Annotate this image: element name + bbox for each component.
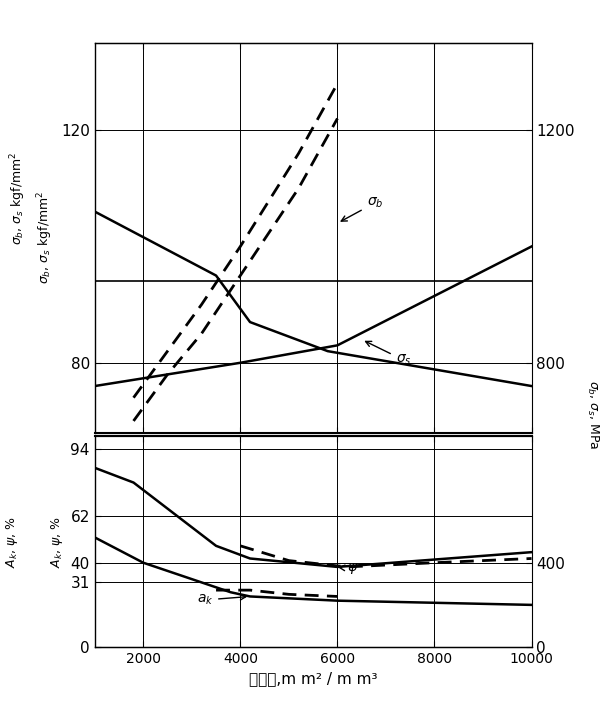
Y-axis label: $\sigma_b$, $\sigma_s$ kgf/mm$^2$: $\sigma_b$, $\sigma_s$ kgf/mm$^2$ (36, 191, 56, 285)
X-axis label: 相界面,m m² / m m³: 相界面,m m² / m m³ (249, 671, 378, 686)
Text: $\psi$: $\psi$ (339, 561, 359, 576)
Text: $\sigma_s$: $\sigma_s$ (365, 341, 411, 368)
Text: $\sigma_b$, $\sigma_s$ kgf/mm$^2$: $\sigma_b$, $\sigma_s$ kgf/mm$^2$ (9, 152, 28, 245)
Text: $\sigma_b$: $\sigma_b$ (341, 196, 383, 221)
Text: $\sigma_b$, $\sigma_s$, MPa: $\sigma_b$, $\sigma_s$, MPa (585, 380, 600, 450)
Text: $a_k$: $a_k$ (197, 593, 246, 607)
Y-axis label: $A_k$, $\psi$, %: $A_k$, $\psi$, % (49, 516, 65, 568)
Text: $A_k$, $\psi$, %: $A_k$, $\psi$, % (4, 516, 20, 568)
